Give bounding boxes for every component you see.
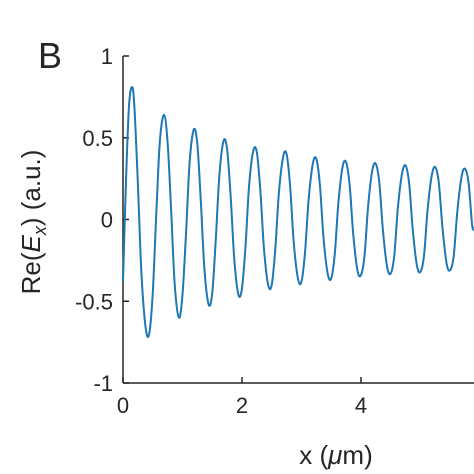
y-tick-label: 0: [101, 208, 113, 233]
panel-label: B: [38, 35, 62, 76]
y-tick-label: -1: [93, 371, 113, 396]
y-tick-label: 1: [101, 44, 113, 69]
y-tick-label: -0.5: [75, 289, 113, 314]
y-axis-label: Re(Ex) (a.u.): [16, 150, 50, 295]
axes: [122, 56, 474, 384]
x-axis-label: x (μm): [299, 440, 372, 470]
x-ticks: 0 2 4: [117, 377, 367, 418]
x-tick-label: 2: [236, 393, 248, 418]
x-tick-label: 0: [117, 393, 129, 418]
y-tick-label: 0.5: [82, 126, 113, 151]
series-line: [122, 86, 474, 339]
y-ticks: 1 0.5 0 -0.5 -1: [75, 44, 129, 396]
x-tick-label: 4: [355, 393, 367, 418]
